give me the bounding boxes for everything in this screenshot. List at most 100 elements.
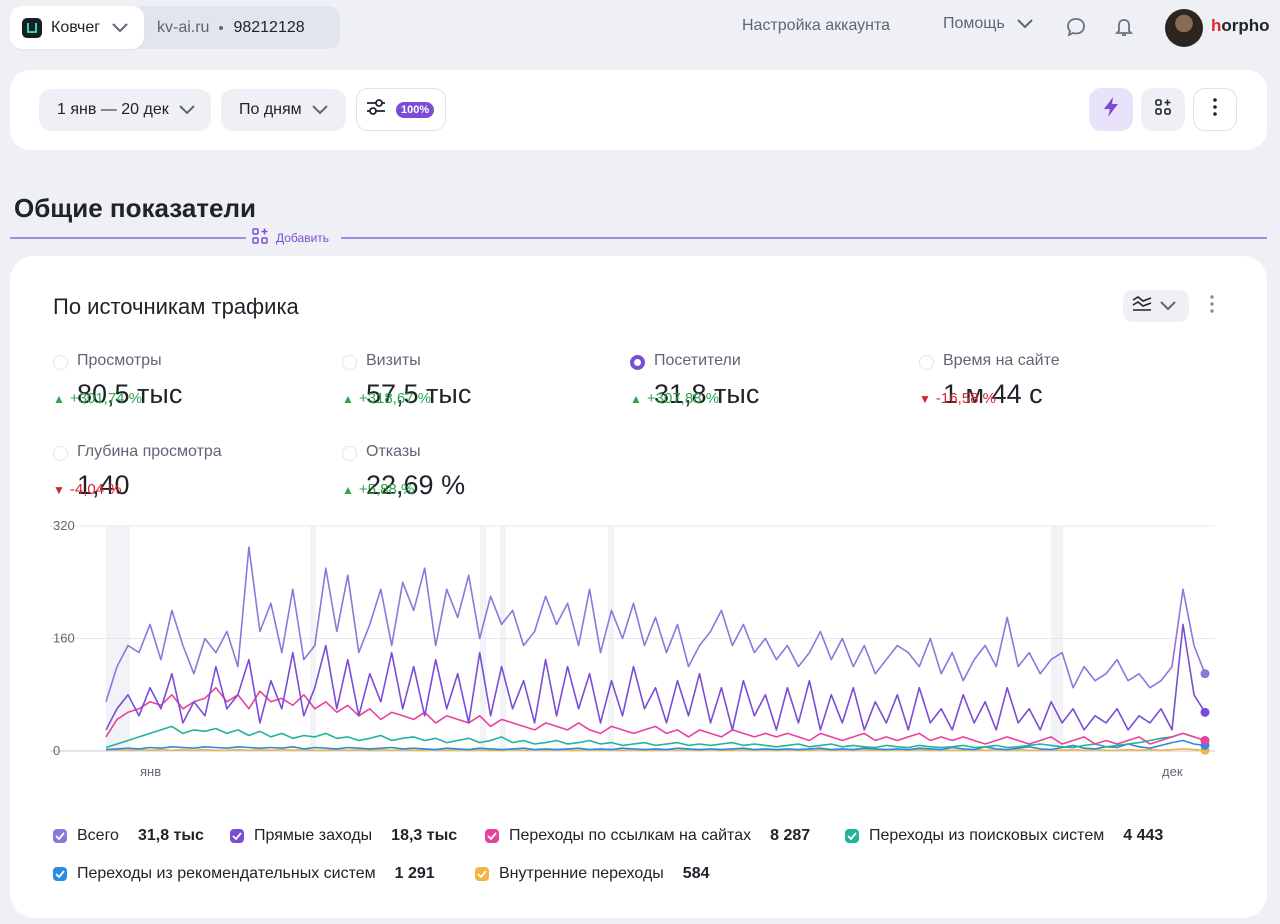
metric-radio[interactable]: [630, 355, 645, 370]
series-endpoint-1: [1200, 707, 1210, 717]
metric-4[interactable]: Глубина просмотра 1,40 ▼ -4,04 %: [53, 443, 333, 513]
metric-value: 22,69 %: [366, 470, 466, 500]
legend-value: 18,3 тыс: [391, 827, 458, 844]
metric-delta-value: +5,88 %: [358, 481, 415, 498]
widgets-icon: [1154, 98, 1172, 121]
series-line-1: [105, 623, 1206, 731]
date-range-label: 1 янв — 20 дек: [57, 101, 169, 118]
metric-value: 57,5 тыс: [366, 379, 472, 409]
legend-item[interactable]: Переходы из поисковых систем 4 443: [845, 827, 1163, 845]
checkbox-checked-icon[interactable]: [845, 829, 859, 843]
checkbox-checked-icon[interactable]: [230, 829, 244, 843]
triangle-down-icon: ▼: [53, 482, 65, 497]
metric-3[interactable]: Время на сайте 1 м 44 с ▼ -16,58 %: [919, 352, 1199, 422]
metric-label: Посетители: [654, 352, 741, 369]
legend-item[interactable]: Внутренние переходы 584: [475, 865, 710, 883]
metric-1[interactable]: Визиты 57,5 тыс ▲ +318,67 %: [342, 352, 622, 422]
metric-value: 31,8 тыс: [654, 379, 760, 409]
legend-item[interactable]: Прямые заходы 18,3 тыс: [230, 827, 457, 845]
metric-5[interactable]: Отказы 22,69 % ▲ +5,88 %: [342, 443, 622, 513]
counter-logo-icon: [22, 17, 42, 38]
legend-item[interactable]: Всего 31,8 тыс: [53, 827, 204, 845]
legend-value: 1 291: [394, 865, 435, 882]
sampling-settings-button[interactable]: 100%: [356, 88, 446, 131]
chevron-down-icon: [177, 100, 197, 120]
metric-label: Отказы: [366, 443, 421, 460]
legend-item[interactable]: Переходы по ссылкам на сайтах 8 287: [485, 827, 810, 845]
card-title: По источникам трафика: [53, 294, 299, 319]
add-widget-button[interactable]: Добавить: [252, 228, 329, 247]
y-tick-label: 320: [53, 518, 75, 533]
username[interactable]: horpho: [1211, 16, 1270, 36]
chart-view-selector[interactable]: [1123, 290, 1189, 322]
series-line-3: [105, 725, 1206, 749]
add-widget-label: Добавить: [276, 230, 330, 245]
metric-radio[interactable]: [53, 355, 68, 370]
legend-item[interactable]: Переходы из рекомендательных систем 1 291: [53, 865, 435, 883]
metric-label: Просмотры: [77, 352, 162, 369]
x-tick-label: дек: [1162, 764, 1183, 779]
metric-radio[interactable]: [53, 446, 68, 461]
legend-value: 8 287: [770, 827, 811, 844]
checkbox-checked-icon[interactable]: [485, 829, 499, 843]
date-range-selector[interactable]: 1 янв — 20 дек: [39, 89, 211, 131]
top-bar: Ковчег kv-ai.ru 98212128 Настройка аккау…: [0, 0, 1280, 56]
metric-delta: ▲ +307,88 %: [630, 390, 719, 407]
help-label: Помощь: [943, 15, 1005, 32]
traffic-sources-card: По источникам трафика Просмотры 80,5 тыс ▲…: [10, 256, 1267, 918]
legend-value: 4 443: [1123, 827, 1164, 844]
metric-radio[interactable]: [342, 446, 357, 461]
more-options-button[interactable]: [1193, 88, 1237, 131]
checkbox-checked-icon[interactable]: [53, 829, 67, 843]
avatar[interactable]: [1165, 9, 1203, 47]
account-settings-link[interactable]: Настройка аккаунта: [742, 17, 891, 34]
section-divider: [10, 237, 246, 239]
triangle-up-icon: ▲: [53, 391, 65, 406]
metric-label: Глубина просмотра: [77, 443, 222, 460]
metric-delta-value: -4,04 %: [69, 481, 122, 498]
y-tick-label: 160: [53, 631, 75, 646]
card-menu-button[interactable]: [1203, 294, 1221, 318]
metric-delta-value: -16,58 %: [935, 390, 996, 407]
site-switcher[interactable]: Ковчег kv-ai.ru 98212128: [10, 6, 340, 49]
metric-2[interactable]: Посетители 31,8 тыс ▲ +307,88 %: [630, 352, 910, 422]
grouping-selector[interactable]: По дням: [221, 89, 346, 131]
metric-0[interactable]: Просмотры 80,5 тыс ▲ +301,74 %: [53, 352, 333, 422]
widgets-button[interactable]: [1141, 88, 1185, 131]
legend-value: 584: [682, 865, 710, 882]
metric-delta-value: +307,88 %: [646, 390, 720, 407]
counter-id: 98212128: [233, 18, 305, 36]
legend-label: Переходы по ссылкам на сайтах: [509, 827, 752, 844]
legend-label: Переходы из поисковых систем: [869, 827, 1105, 844]
sampling-badge: 100%: [396, 101, 435, 118]
kebab-icon: [1210, 294, 1214, 318]
chevron-down-icon: [1158, 296, 1178, 316]
series-line-4: [105, 739, 1206, 751]
legend-label: Переходы из рекомендательных систем: [77, 865, 376, 882]
triangle-down-icon: ▼: [919, 391, 931, 406]
metric-value: 1,40: [77, 470, 130, 500]
section-title: Общие показатели: [14, 193, 256, 223]
checkbox-checked-icon[interactable]: [53, 867, 67, 881]
grouping-label: По дням: [239, 101, 302, 118]
checkbox-checked-icon[interactable]: [475, 867, 489, 881]
help-menu[interactable]: Помощь: [943, 14, 1035, 34]
legend-value: 31,8 тыс: [137, 827, 204, 844]
metric-delta: ▼ -4,04 %: [53, 481, 122, 498]
series-endpoint-2: [1200, 735, 1210, 745]
bell-icon[interactable]: [1112, 15, 1136, 39]
triangle-up-icon: ▲: [342, 391, 354, 406]
counter-selector[interactable]: Ковчег: [10, 6, 144, 49]
quick-report-button[interactable]: [1089, 88, 1133, 131]
add-widget-icon: [252, 228, 268, 247]
x-tick-label: янв: [140, 764, 161, 779]
chat-icon[interactable]: [1064, 15, 1088, 39]
chevron-down-icon[interactable]: [110, 18, 130, 38]
section-divider: [341, 237, 1267, 239]
metric-value: 80,5 тыс: [77, 379, 183, 409]
metric-value: 1 м 44 с: [943, 379, 1043, 409]
metric-radio[interactable]: [342, 355, 357, 370]
chevron-down-icon: [310, 100, 330, 120]
metric-radio[interactable]: [919, 355, 934, 370]
traffic-chart: 0 160 320 янв дек: [50, 518, 1215, 779]
